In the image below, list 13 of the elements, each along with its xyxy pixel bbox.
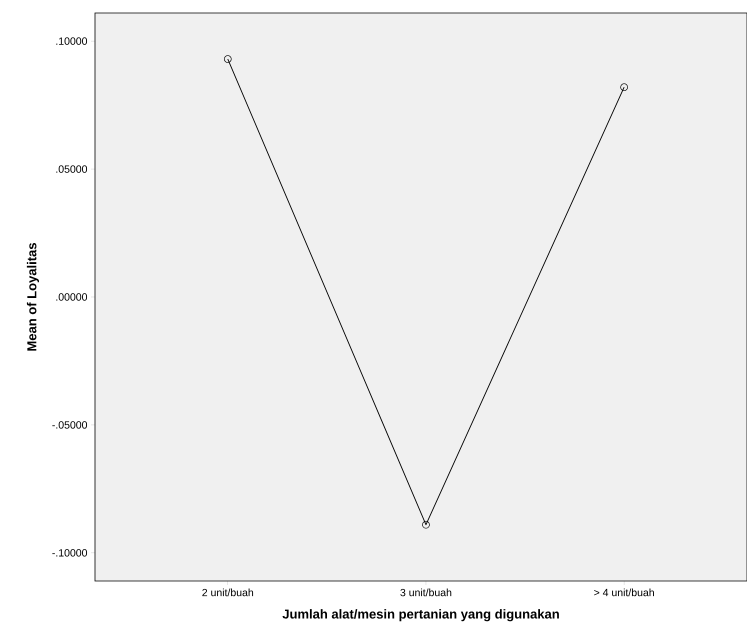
point [422,520,430,529]
x-tick-label: 2 unit/buah [202,588,254,596]
y-tick-label: .10000 [56,37,88,45]
y-tick-label: -.05000 [52,421,88,429]
y-tick-label: .05000 [56,165,88,173]
point [224,55,232,63]
y-axis-title: Mean of Loyalitas [26,243,39,351]
x-axis-title: Jumlah alat/mesin pertanian yang digunakan [282,609,559,622]
x-tick-label: > 4 unit/buah [594,588,654,596]
x-tick-label: 3 unit/buah [400,588,452,596]
y-tick-label: .00000 [56,293,88,301]
y-tick-label: -.10000 [52,549,88,557]
point [620,83,628,92]
